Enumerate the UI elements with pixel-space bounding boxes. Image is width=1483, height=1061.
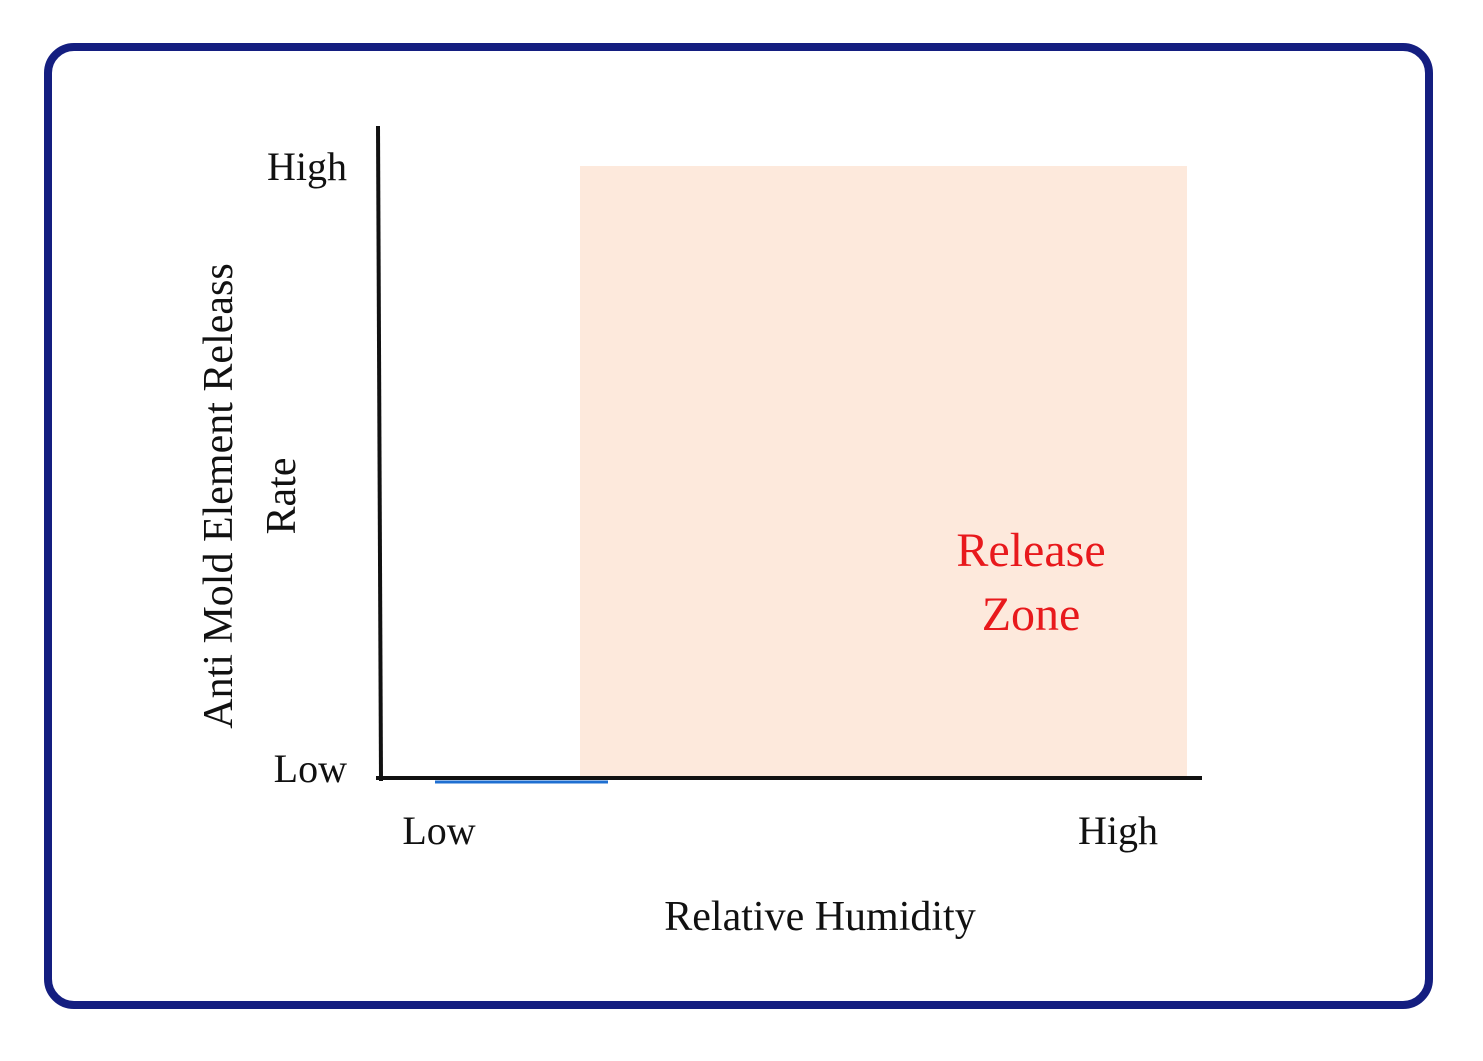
release-zone-label-line1: Release [956,524,1105,577]
y-axis-title-line2: Rate [259,458,305,535]
y-axis-low-label: Low [274,746,347,791]
x-axis-title: Relative Humidity [664,894,975,940]
y-axis-title-line1: Anti Mold Element Releass [196,263,242,728]
y-axis-high-label: High [267,144,347,189]
y-axis-line [376,125,383,782]
x-axis-high-label: High [1078,808,1158,853]
release-zone-area [580,166,1187,778]
release-zone-label-line2: Zone [982,588,1081,641]
x-axis-low-label: Low [402,808,475,853]
